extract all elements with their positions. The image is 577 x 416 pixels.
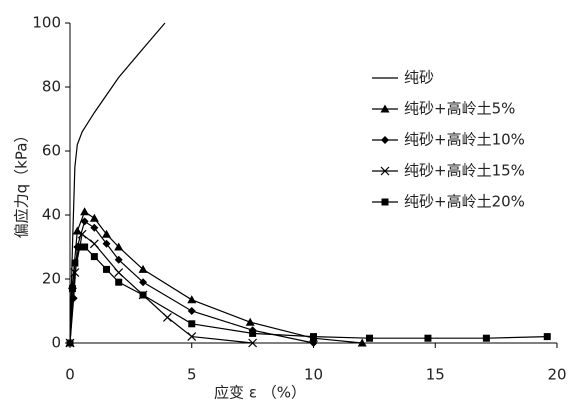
point [103,265,111,273]
point [114,268,124,278]
point [89,213,99,222]
y-tick-label: 40 [42,206,61,224]
legend-label: 纯砂+高岭土15% [404,162,525,180]
point [114,255,123,264]
point [380,166,390,176]
x-tick-label: 0 [65,366,75,384]
point [248,338,258,348]
point [90,253,98,261]
point [138,264,148,273]
point [89,239,99,249]
x-tick-label: 5 [187,366,197,384]
point [71,259,79,267]
point [77,229,87,239]
point [357,338,367,347]
point [80,217,89,226]
x-tick-label: 15 [426,366,445,384]
point [245,317,255,326]
point [162,312,172,322]
point [76,243,84,251]
point [366,334,374,342]
point [80,207,90,216]
legend-entry: 纯砂+高岭土5% [372,100,515,118]
point [114,242,124,251]
point [187,295,197,304]
point [115,278,123,286]
x-tick-label: 10 [304,366,323,384]
point [188,320,196,328]
legend-label: 纯砂+高岭土20% [404,193,525,211]
point [81,243,89,251]
y-tick-label: 0 [51,334,61,352]
point [187,332,197,342]
y-tick-label: 80 [42,78,61,96]
point [187,307,196,315]
legend-label: 纯砂+高岭土5% [404,100,515,118]
series-line [69,22,166,344]
series-line [69,233,253,344]
series-line [69,210,363,344]
legend-label: 纯砂 [404,69,434,87]
point [249,329,257,337]
point [72,226,82,235]
point [102,229,112,238]
point [543,333,551,341]
x-tick-label: 20 [547,366,566,384]
point [424,334,432,342]
point [380,104,390,113]
point [381,198,389,206]
legend-label: 纯砂+高岭土10% [404,131,525,149]
y-axis-label: 偏应力q（kPa） [13,128,31,239]
point [139,291,147,299]
point [68,285,76,293]
point [309,339,318,347]
legend-entry: 纯砂+高岭土15% [372,162,525,180]
y-tick-label: 20 [42,270,61,288]
y-tick-label: 100 [32,14,61,32]
series-line [69,246,548,344]
legend-entry: 纯砂+高岭土10% [372,131,525,149]
point [139,278,148,287]
point [482,334,490,342]
point [90,223,99,232]
point [66,339,74,347]
point [102,239,111,248]
legend-entry: 纯砂 [372,69,434,87]
point [310,333,317,341]
point [70,268,80,278]
y-tick-label: 60 [42,142,61,160]
point [381,136,389,144]
x-axis-label: 应变 ε （%） [214,384,306,402]
legend-entry: 纯砂+高岭土20% [372,193,525,211]
